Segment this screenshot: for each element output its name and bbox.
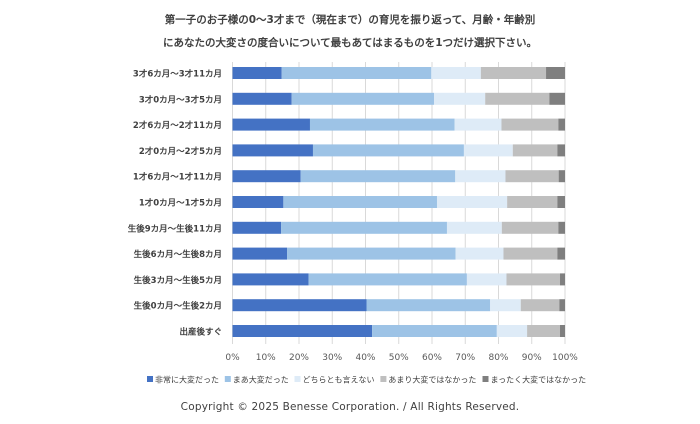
- legend-swatch: [380, 376, 387, 382]
- category-label: 出産後すぐ: [179, 327, 222, 338]
- legend-label: あまり大変ではなかった: [388, 375, 476, 385]
- bar-segment-2: [308, 273, 467, 286]
- bar-segment-1: [232, 170, 301, 183]
- bar-segment-4: [512, 144, 558, 157]
- category-label: 2才6カ月～2才11カ月: [133, 120, 222, 131]
- bar-segment-4: [501, 221, 559, 234]
- bar-segment-3: [454, 118, 502, 131]
- category-label: 生後9カ月～生後11カ月: [128, 223, 222, 234]
- bar-segment-2: [312, 144, 464, 157]
- bar-segment-2: [309, 118, 455, 131]
- category-label: 生後6カ月～生後8カ月: [134, 249, 222, 260]
- category-label: 3才6カ月～3才11カ月: [133, 69, 222, 80]
- x-tick-label: 70%: [455, 353, 475, 363]
- bar-segment-4: [501, 118, 559, 131]
- bar-segment-5: [558, 221, 565, 234]
- bar-segment-4: [505, 170, 559, 183]
- x-tick-label: 50%: [389, 353, 409, 363]
- legend-label: 非常に大変だった: [155, 375, 219, 385]
- legend-label: どちらとも言えない: [303, 375, 375, 385]
- legend-swatch: [294, 376, 301, 382]
- bar-segment-5: [559, 299, 565, 312]
- legend-swatch: [147, 376, 153, 382]
- category-label: 生後3カ月～生後5カ月: [134, 275, 222, 286]
- bar-segment-2: [366, 299, 491, 312]
- bar-segment-4: [485, 92, 550, 105]
- bar-segment-4: [503, 247, 558, 260]
- bar-segment-4: [520, 299, 560, 312]
- bar-segment-2: [372, 325, 497, 337]
- category-label: 1才6カ月～1才11カ月: [133, 172, 222, 183]
- bar-segment-1: [232, 67, 282, 79]
- bar-segment-1: [232, 221, 282, 234]
- bar-segment-5: [558, 170, 565, 183]
- bar-segment-2: [281, 67, 432, 79]
- bar-segment-1: [232, 118, 310, 131]
- bar-segment-2: [287, 247, 456, 260]
- x-tick-label: 0%: [225, 353, 240, 363]
- bar-segment-3: [455, 247, 504, 260]
- category-label: 1才0カ月～1才5カ月: [139, 198, 222, 209]
- bar-segment-1: [232, 273, 309, 286]
- x-tick-label: 20%: [289, 353, 309, 363]
- bar-segment-3: [446, 221, 502, 234]
- bar-segment-3: [433, 92, 486, 105]
- bar-segment-4: [480, 67, 547, 79]
- bar-segment-1: [232, 144, 313, 157]
- stacked-bar-chart: 0% 10% 20% 30% 40% 50% 60% 70% 80% 90% 100% 3才6カ月～3…: [128, 62, 587, 385]
- bar-segment-5: [558, 118, 565, 131]
- legend-label: まあ大変だった: [233, 375, 289, 385]
- bar-segment-5: [560, 273, 565, 286]
- bar-segment-4: [507, 196, 558, 208]
- legend-swatch: [224, 376, 231, 382]
- bar-segment-2: [291, 92, 434, 105]
- x-tick-label: 60%: [422, 353, 442, 363]
- bar-segment-3: [466, 273, 507, 286]
- x-tick-label: 40%: [355, 353, 375, 363]
- x-tick-label: 90%: [522, 353, 542, 363]
- category-label: 生後0カ月～生後2カ月: [134, 301, 222, 312]
- x-tick-label: 30%: [322, 353, 342, 363]
- bar-segment-5: [557, 196, 565, 208]
- bar-segment-3: [455, 170, 506, 183]
- x-tick-label: 80%: [488, 353, 508, 363]
- bar-segment-3: [436, 196, 508, 208]
- copyright: Copyright © 2025 Benesse Corporation. / …: [180, 401, 520, 413]
- chart-title-line-1: 第一子のお子様の0～3才まで（現在まで）の育児を振り返って、月齢・年齢別: [164, 14, 536, 26]
- bar-segment-5: [557, 144, 565, 157]
- bar-segment-2: [281, 221, 447, 234]
- bar-segment-1: [232, 92, 292, 105]
- bar-segment-1: [232, 299, 367, 312]
- bar-segment-4: [527, 325, 561, 337]
- bar-segment-4: [506, 273, 561, 286]
- bar-segment-3: [490, 299, 521, 312]
- bar-segment-2: [300, 170, 456, 183]
- bar-segment-3: [463, 144, 513, 157]
- chart-title-line-2: にあなたの大変さの度合いについて最もあてはまるものを1つだけ選択下さい。: [162, 37, 538, 49]
- legend-label: まったく大変ではなかった: [491, 375, 587, 385]
- bar-segment-5: [560, 325, 565, 337]
- bar-segment-1: [232, 325, 373, 337]
- bar-segment-5: [546, 67, 565, 79]
- x-tick-label: 10%: [256, 353, 276, 363]
- bar-segment-3: [431, 67, 481, 79]
- x-tick-label: 100%: [552, 353, 578, 363]
- bar-segment-1: [232, 247, 288, 260]
- bar-segment-2: [283, 196, 437, 208]
- bar-segment-1: [232, 196, 284, 208]
- category-label: 2才0カ月～2才5カ月: [139, 146, 222, 157]
- bar-segment-3: [496, 325, 528, 337]
- bar-segment-5: [557, 247, 565, 260]
- legend-swatch: [482, 376, 489, 382]
- bar-segment-5: [549, 92, 565, 105]
- category-label: 3才0カ月～3才5カ月: [139, 94, 222, 105]
